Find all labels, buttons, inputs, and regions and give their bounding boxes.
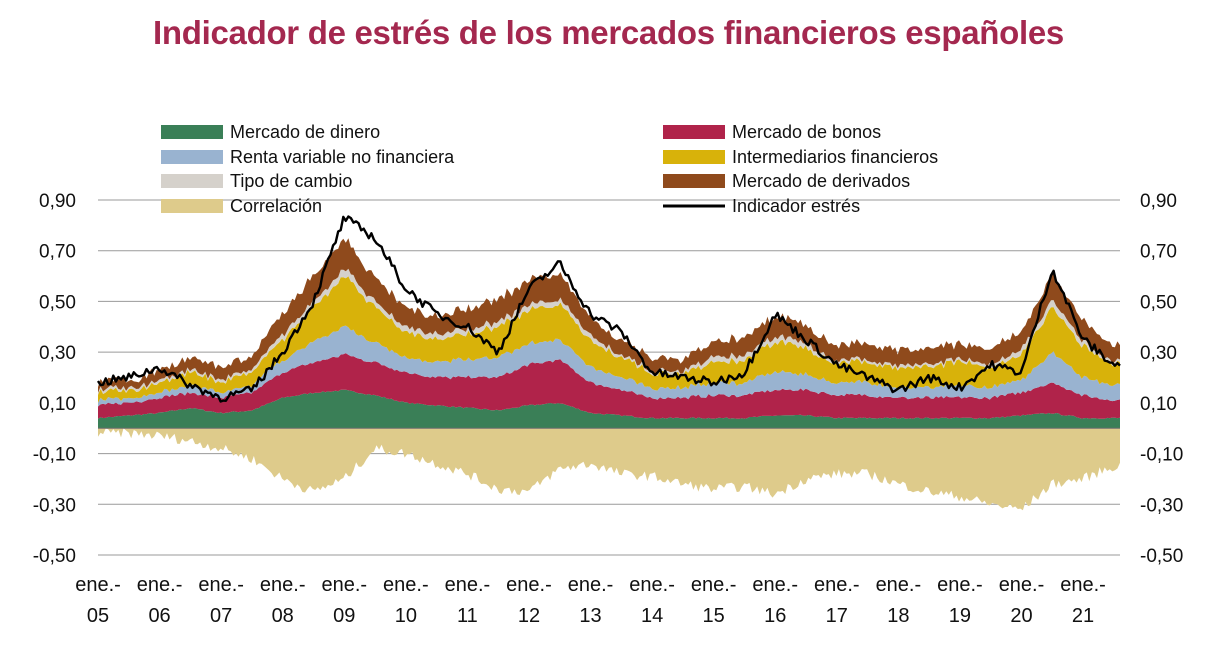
x-tick-label-year: 12 — [518, 605, 540, 627]
y-tick-label-right: 0,90 — [1140, 191, 1177, 212]
x-tick-label-year: 15 — [703, 605, 725, 627]
area-mercado-de-derivados — [98, 238, 1120, 393]
x-tick-label-year: 17 — [826, 605, 848, 627]
legend-swatch — [161, 150, 223, 164]
y-axis-left: 0,90 0,70 0,50 0,30 0,10 -0,10 -0,30 -0,50 — [33, 191, 76, 567]
x-tick-label-month: ene.- — [506, 574, 552, 596]
stacked-areas — [98, 238, 1120, 429]
x-tick-label-year: 10 — [395, 605, 417, 627]
x-tick-label-year: 11 — [457, 605, 478, 627]
y-tick-label-left: 0,70 — [39, 242, 76, 263]
x-tick-label-month: ene.- — [445, 574, 491, 596]
x-tick-label-month: ene.- — [568, 574, 614, 596]
y-tick-label-left: -0,50 — [33, 546, 76, 567]
y-tick-label-right: 0,10 — [1140, 394, 1177, 415]
x-tick-label-year: 21 — [1072, 605, 1094, 627]
x-tick-label-month: ene.- — [198, 574, 244, 596]
y-tick-label-right: 0,50 — [1140, 292, 1177, 313]
x-tick-label-month: ene.- — [137, 574, 183, 596]
y-tick-label-left: 0,30 — [39, 343, 76, 364]
y-tick-label-left: -0,30 — [33, 495, 76, 516]
legend-label: Mercado de derivados — [732, 171, 910, 191]
legend-label: Mercado de dinero — [230, 122, 380, 142]
chart-title: Indicador de estrés de los mercados fina… — [153, 14, 1064, 51]
x-tick-label-year: 13 — [579, 605, 601, 627]
legend-label: Intermediarios financieros — [732, 147, 938, 167]
y-axis-right: 0,90 0,70 0,50 0,30 0,10 -0,10 -0,30 -0,50 — [1140, 191, 1183, 567]
x-tick-label-year: 14 — [641, 605, 663, 627]
y-tick-label-left: 0,90 — [39, 191, 76, 212]
x-tick-label-year: 19 — [949, 605, 971, 627]
x-tick-label-month: ene.- — [999, 574, 1045, 596]
x-tick-label-year: 20 — [1010, 605, 1032, 627]
x-tick-label-month: ene.- — [814, 574, 860, 596]
y-tick-label-right: -0,50 — [1140, 546, 1183, 567]
legend-swatch — [161, 125, 223, 139]
y-tick-label-right: -0,30 — [1140, 495, 1183, 516]
x-tick-label-month: ene.- — [629, 574, 675, 596]
y-tick-label-right: -0,10 — [1140, 445, 1183, 466]
x-tick-label-year: 05 — [87, 605, 109, 627]
x-tick-label-month: ene.- — [383, 574, 429, 596]
legend-swatch — [663, 125, 725, 139]
x-tick-label-month: ene.- — [691, 574, 737, 596]
legend-swatch — [663, 174, 725, 188]
x-tick-label-month: ene.- — [75, 574, 121, 596]
area-intermediarios-financieros — [98, 276, 1120, 403]
y-tick-label-left: 0,50 — [39, 292, 76, 313]
x-tick-label-month: ene.- — [752, 574, 798, 596]
legend: Mercado de dinero Mercado de bonos Renta v… — [161, 122, 938, 216]
legend-swatch — [663, 150, 725, 164]
legend-label: Indicador estrés — [732, 196, 860, 216]
x-tick-label-year: 18 — [887, 605, 909, 627]
legend-label: Renta variable no financiera — [230, 147, 455, 167]
y-tick-label-right: 0,70 — [1140, 242, 1177, 263]
legend-swatch — [161, 199, 223, 213]
legend-label: Mercado de bonos — [732, 122, 881, 142]
y-tick-label-left: 0,10 — [39, 394, 76, 415]
stress-indicator-line — [96, 215, 1121, 403]
correlation-area — [98, 428, 1120, 511]
legend-label: Correlación — [230, 196, 322, 216]
x-axis: ene.- 05 ene.- 06 ene.- 07 ene.- 08 ene.- 09 ene.-… — [75, 574, 1106, 627]
area-mercado-de-dinero — [98, 389, 1120, 429]
area-renta-variable-no-financiera — [98, 325, 1120, 407]
stress-line-group — [96, 215, 1121, 403]
x-tick-label-year: 16 — [764, 605, 786, 627]
x-tick-label-year: 08 — [272, 605, 294, 627]
x-tick-label-year: 07 — [210, 605, 232, 627]
x-tick-label-month: ene.- — [937, 574, 983, 596]
x-tick-label-month: ene.- — [260, 574, 306, 596]
x-tick-label-month: ene.- — [876, 574, 922, 596]
y-tick-label-right: 0,30 — [1140, 343, 1177, 364]
legend-swatch — [161, 174, 223, 188]
area-correlacion — [98, 428, 1120, 511]
x-tick-label-year: 06 — [148, 605, 170, 627]
y-tick-label-left: -0,10 — [33, 445, 76, 466]
x-tick-label-month: ene.- — [321, 574, 367, 596]
x-tick-label-month: ene.- — [1060, 574, 1106, 596]
x-tick-label-year: 09 — [333, 605, 355, 627]
area-mercado-de-bonos — [98, 353, 1120, 419]
legend-label: Tipo de cambio — [230, 171, 352, 191]
